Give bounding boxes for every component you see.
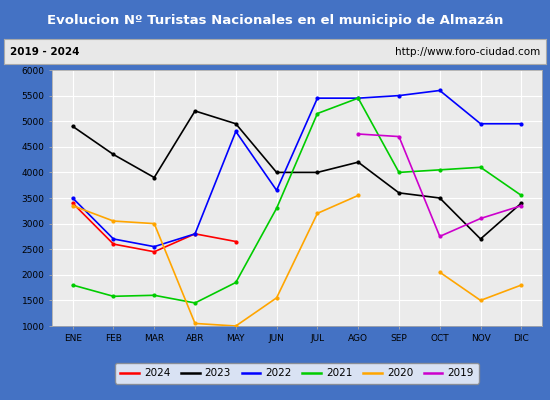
Text: Evolucion Nº Turistas Nacionales en el municipio de Almazán: Evolucion Nº Turistas Nacionales en el m…: [47, 14, 503, 27]
Text: 2019 - 2024: 2019 - 2024: [10, 47, 79, 57]
Legend: 2024, 2023, 2022, 2021, 2020, 2019: 2024, 2023, 2022, 2021, 2020, 2019: [115, 363, 479, 384]
Text: http://www.foro-ciudad.com: http://www.foro-ciudad.com: [395, 47, 540, 57]
